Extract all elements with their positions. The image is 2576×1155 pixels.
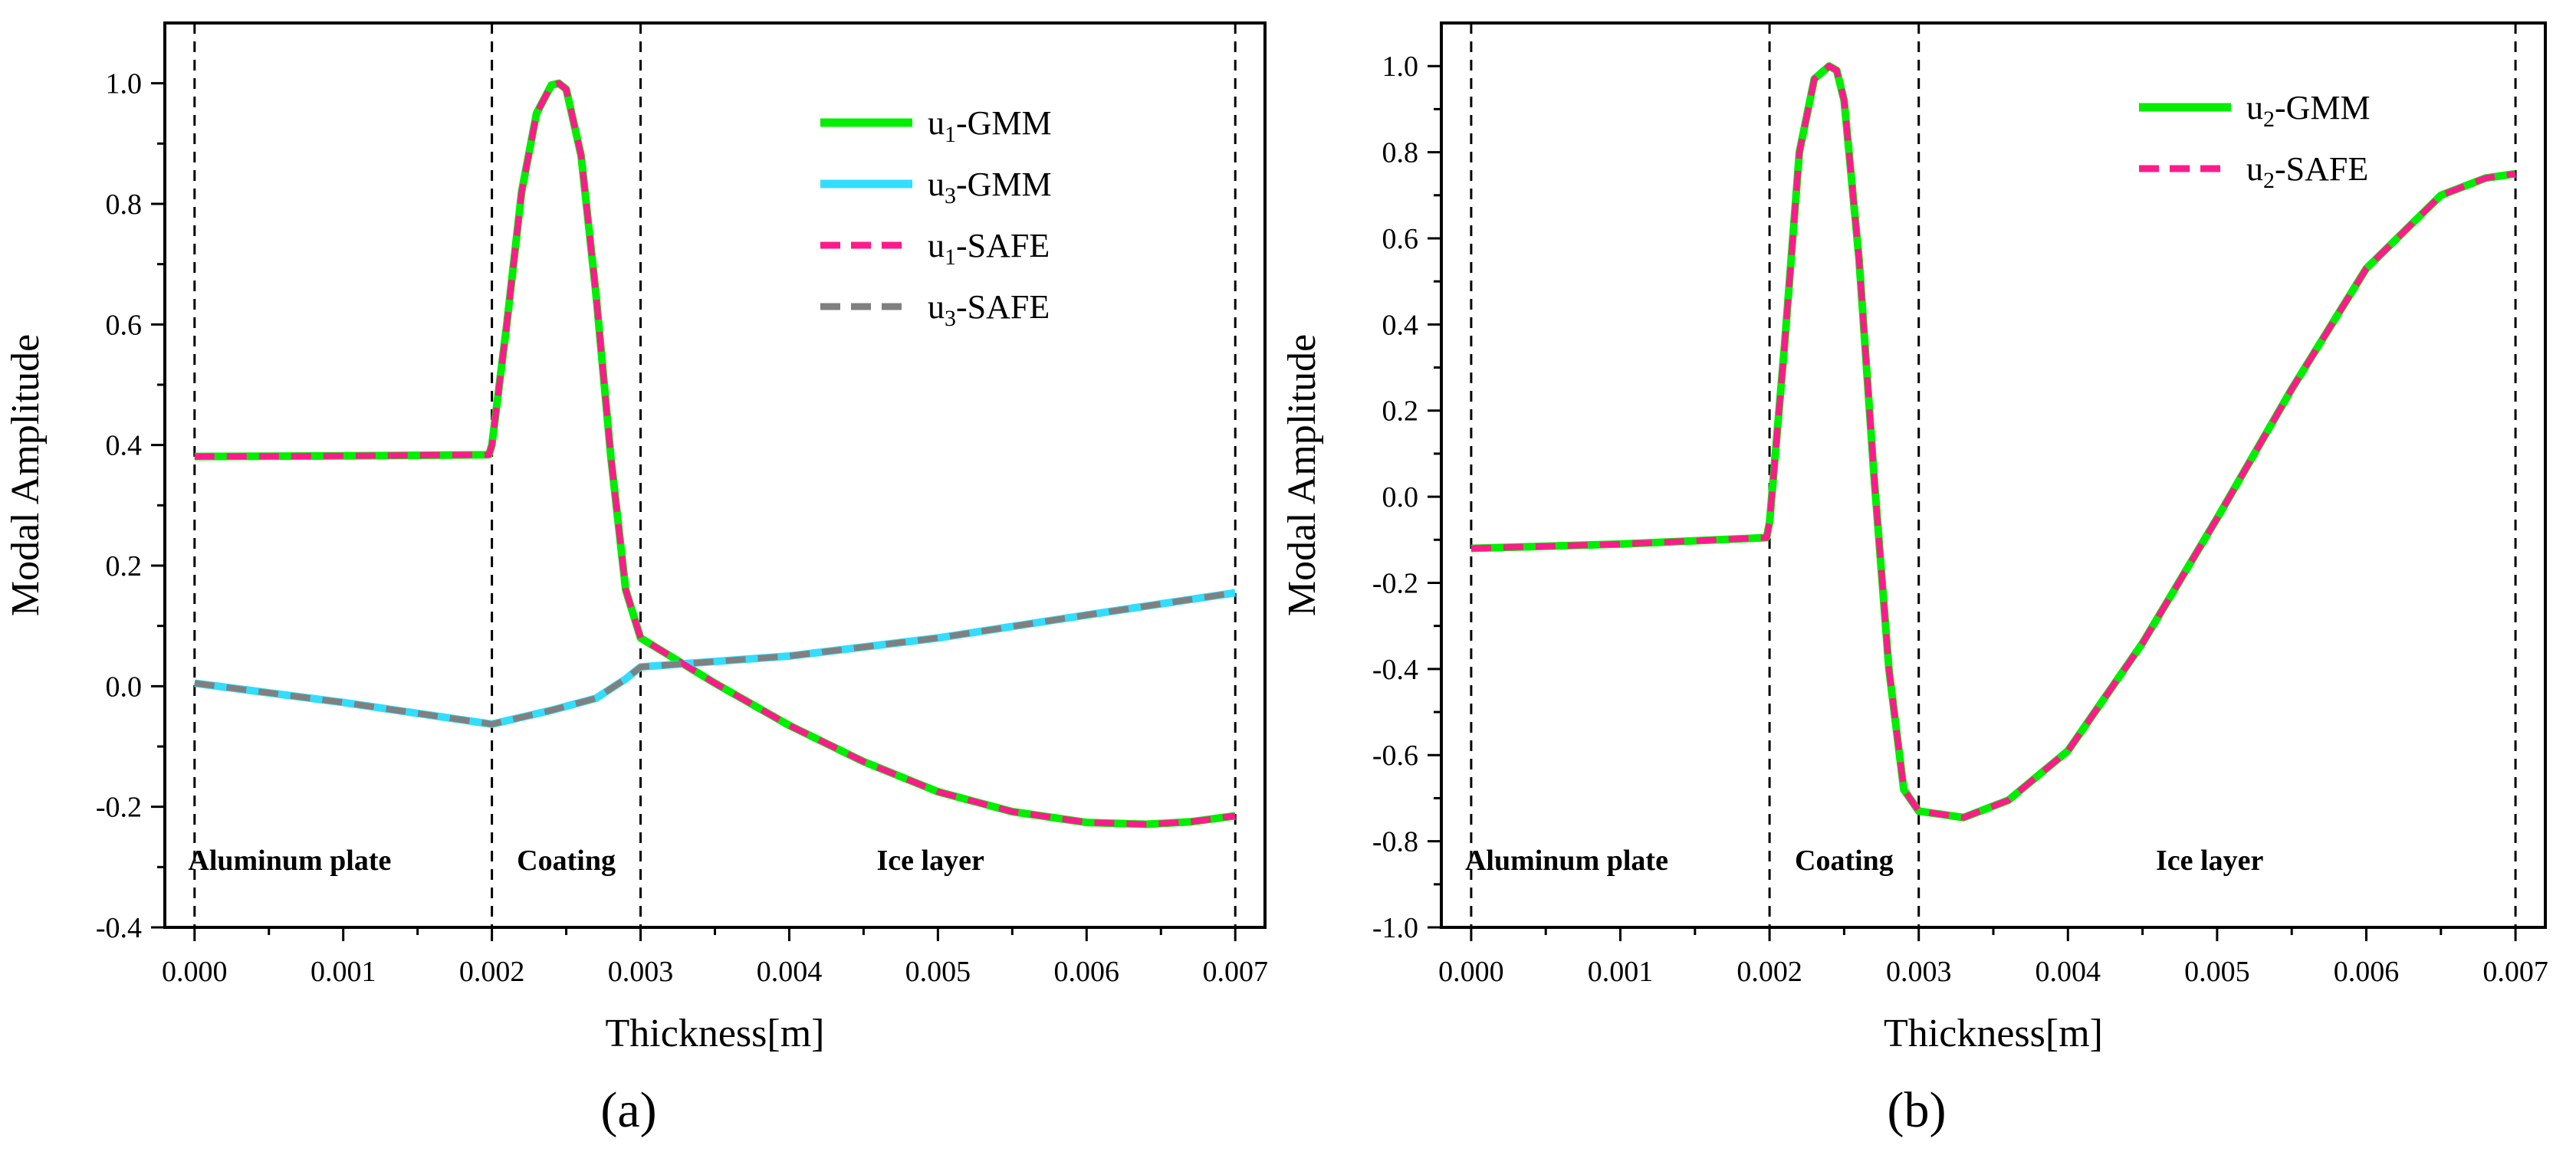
y-tick-label: -0.8 [1372,826,1418,858]
x-tick-label: 0.004 [2036,956,2101,988]
panel-label: (b) [1888,1082,1947,1138]
y-tick-label: 0.6 [106,309,143,341]
region-label: Ice layer [2156,845,2263,877]
x-tick-label: 0.007 [1202,956,1268,988]
y-tick-label: 0.4 [1382,309,1419,341]
legend-entry-label: u2-SAFE [2246,150,2368,193]
y-tick-label: 0.4 [106,430,143,462]
legend-entry-label: u1-GMM [928,104,1052,147]
x-tick-label: 0.002 [1737,956,1802,988]
plot-frame [1440,21,2547,929]
legend-entry-label: u2-GMM [2246,89,2371,132]
legend-entry-label: u3-SAFE [928,288,1050,331]
panel-label: (a) [600,1082,656,1138]
y-tick-label: -1.0 [1372,912,1418,944]
chart-panel-1: 0.000 0.001 0.002 0.003 0.004 0.005 0.006 0.007… [4,21,1268,1138]
y-tick-label: 0.8 [106,189,143,221]
legend: u1-GMM u3-GMM u1-SAFE u3-SAFE [820,104,1052,331]
series-line-u1-safe [194,80,1236,828]
series-line-u1-gmm [194,79,1236,829]
legend-entry-label: u3-GMM [928,166,1052,208]
plot-frame [163,21,1267,929]
y-tick-label: -0.2 [96,792,142,824]
legend: u2-GMM u2-SAFE [2139,89,2371,193]
x-axis-label: Thickness[m] [606,1012,825,1055]
legend-entry-label: u1-SAFE [928,227,1050,270]
y-tick-label: 0.0 [1382,481,1419,514]
x-tick-label: 0.006 [1054,956,1120,988]
x-tick-label: 0.004 [757,956,823,988]
x-tick-label: 0.003 [608,956,674,988]
y-axis-label: Modal Amplitude [4,334,48,616]
x-tick-label: 0.001 [310,956,376,988]
region-label: Aluminum plate [1465,845,1668,877]
y-tick-label: 0.0 [106,671,143,703]
x-tick-label: 0.003 [1886,956,1952,988]
y-tick-label: 0.8 [1382,137,1419,169]
x-tick-label: 0.007 [2482,956,2548,988]
x-tick-label: 0.000 [1438,956,1504,988]
region-label: Ice layer [877,845,984,877]
y-tick-label: 1.0 [106,68,143,100]
region-label: Coating [1795,845,1894,877]
chart-panel-2: 0.000 0.001 0.002 0.003 0.004 0.005 0.006 0.007… [1280,21,2548,1138]
x-tick-label: 0.001 [1588,956,1654,988]
x-tick-label: 0.005 [905,956,971,988]
y-tick-label: -0.6 [1372,740,1418,772]
y-tick-label: -0.4 [1372,654,1418,686]
region-label: Coating [517,845,616,877]
x-tick-label: 0.006 [2334,956,2400,988]
y-tick-label: 1.0 [1382,51,1419,83]
y-axis-label: Modal Amplitude [1280,334,1324,616]
x-tick-label: 0.000 [162,956,228,988]
y-tick-label: 0.2 [1382,395,1419,428]
y-tick-label: 0.2 [106,550,143,582]
region-label: Aluminum plate [188,845,391,877]
y-tick-label: -0.2 [1372,567,1418,599]
series-line-u2-safe [1470,63,2516,821]
x-tick-label: 0.002 [459,956,525,988]
x-tick-label: 0.005 [2184,956,2250,988]
x-axis-label: Thickness[m] [1884,1012,2103,1055]
y-tick-label: -0.4 [96,912,142,944]
y-tick-label: 0.6 [1382,223,1419,255]
series-line-u3-gmm [194,589,1236,728]
series-line-u3-safe [194,589,1236,727]
